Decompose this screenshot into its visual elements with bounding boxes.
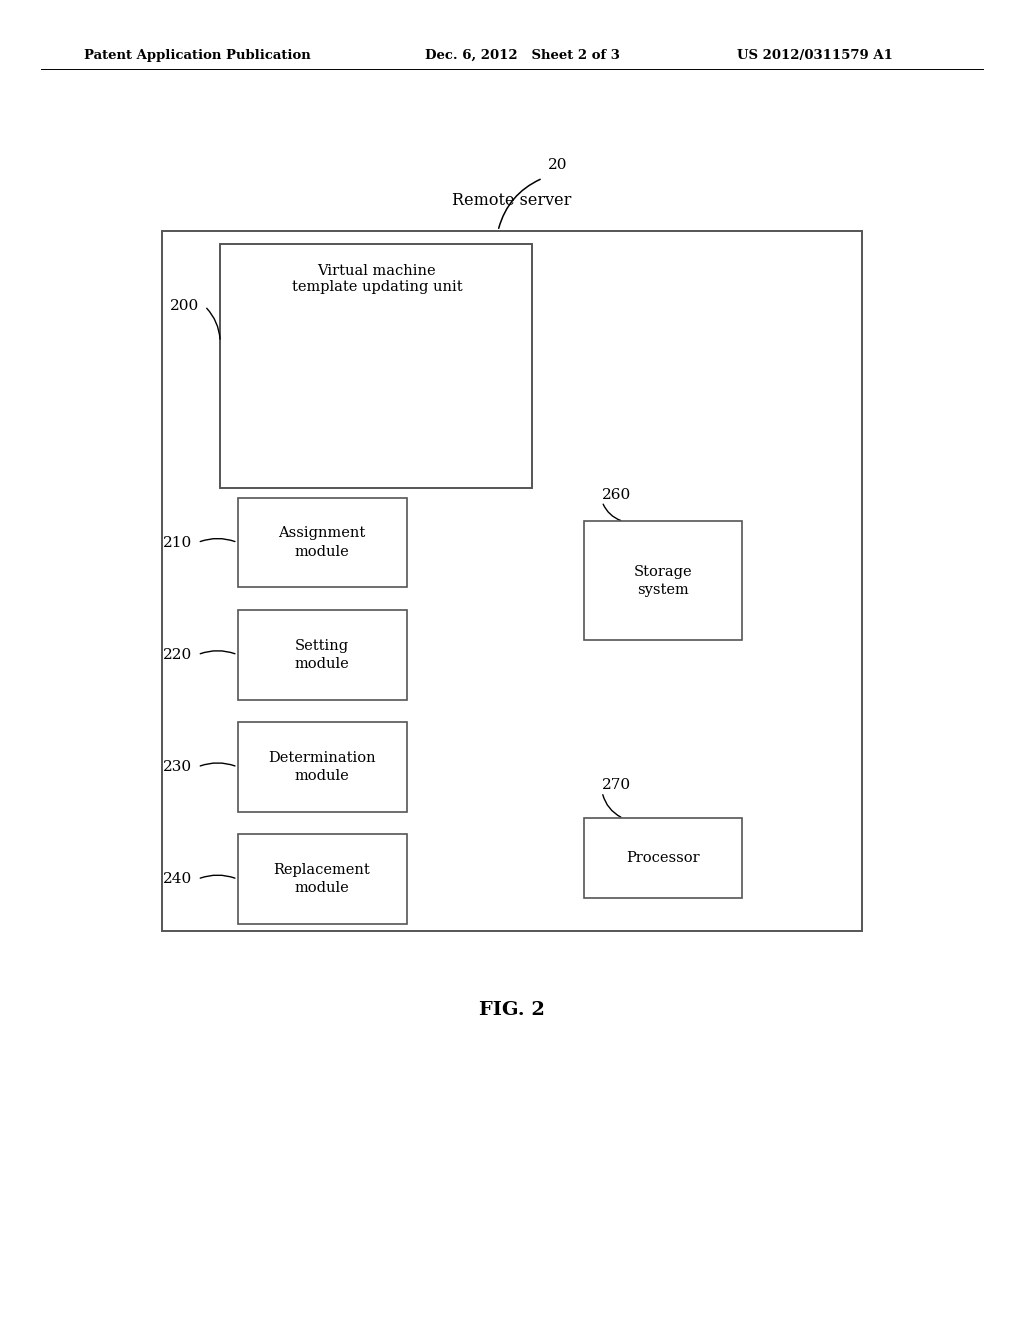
Bar <box>220 244 532 488</box>
Text: Virtual machine
template updating unit: Virtual machine template updating unit <box>292 264 462 294</box>
Text: 260: 260 <box>602 488 632 502</box>
Bar <box>238 610 407 700</box>
Bar <box>162 231 862 931</box>
Text: 240: 240 <box>163 873 193 886</box>
Text: Setting
module: Setting module <box>295 639 349 671</box>
Text: Storage
system: Storage system <box>634 565 692 597</box>
Bar <box>584 818 742 898</box>
Bar <box>238 722 407 812</box>
Bar <box>238 834 407 924</box>
Text: Assignment
module: Assignment module <box>279 527 366 558</box>
Text: 270: 270 <box>602 779 631 792</box>
Text: FIG. 2: FIG. 2 <box>479 1001 545 1019</box>
Text: 220: 220 <box>163 648 193 661</box>
Text: Dec. 6, 2012   Sheet 2 of 3: Dec. 6, 2012 Sheet 2 of 3 <box>425 49 620 62</box>
Text: 200: 200 <box>170 300 200 313</box>
Bar <box>584 521 742 640</box>
Text: Replacement
module: Replacement module <box>273 863 371 895</box>
Text: 230: 230 <box>164 760 193 774</box>
Text: Remote server: Remote server <box>453 191 571 209</box>
Text: 210: 210 <box>163 536 193 549</box>
Text: Processor: Processor <box>627 851 699 865</box>
Text: Patent Application Publication: Patent Application Publication <box>84 49 310 62</box>
Text: Determination
module: Determination module <box>268 751 376 783</box>
Bar <box>238 498 407 587</box>
Text: 20: 20 <box>548 157 567 172</box>
Text: US 2012/0311579 A1: US 2012/0311579 A1 <box>737 49 893 62</box>
